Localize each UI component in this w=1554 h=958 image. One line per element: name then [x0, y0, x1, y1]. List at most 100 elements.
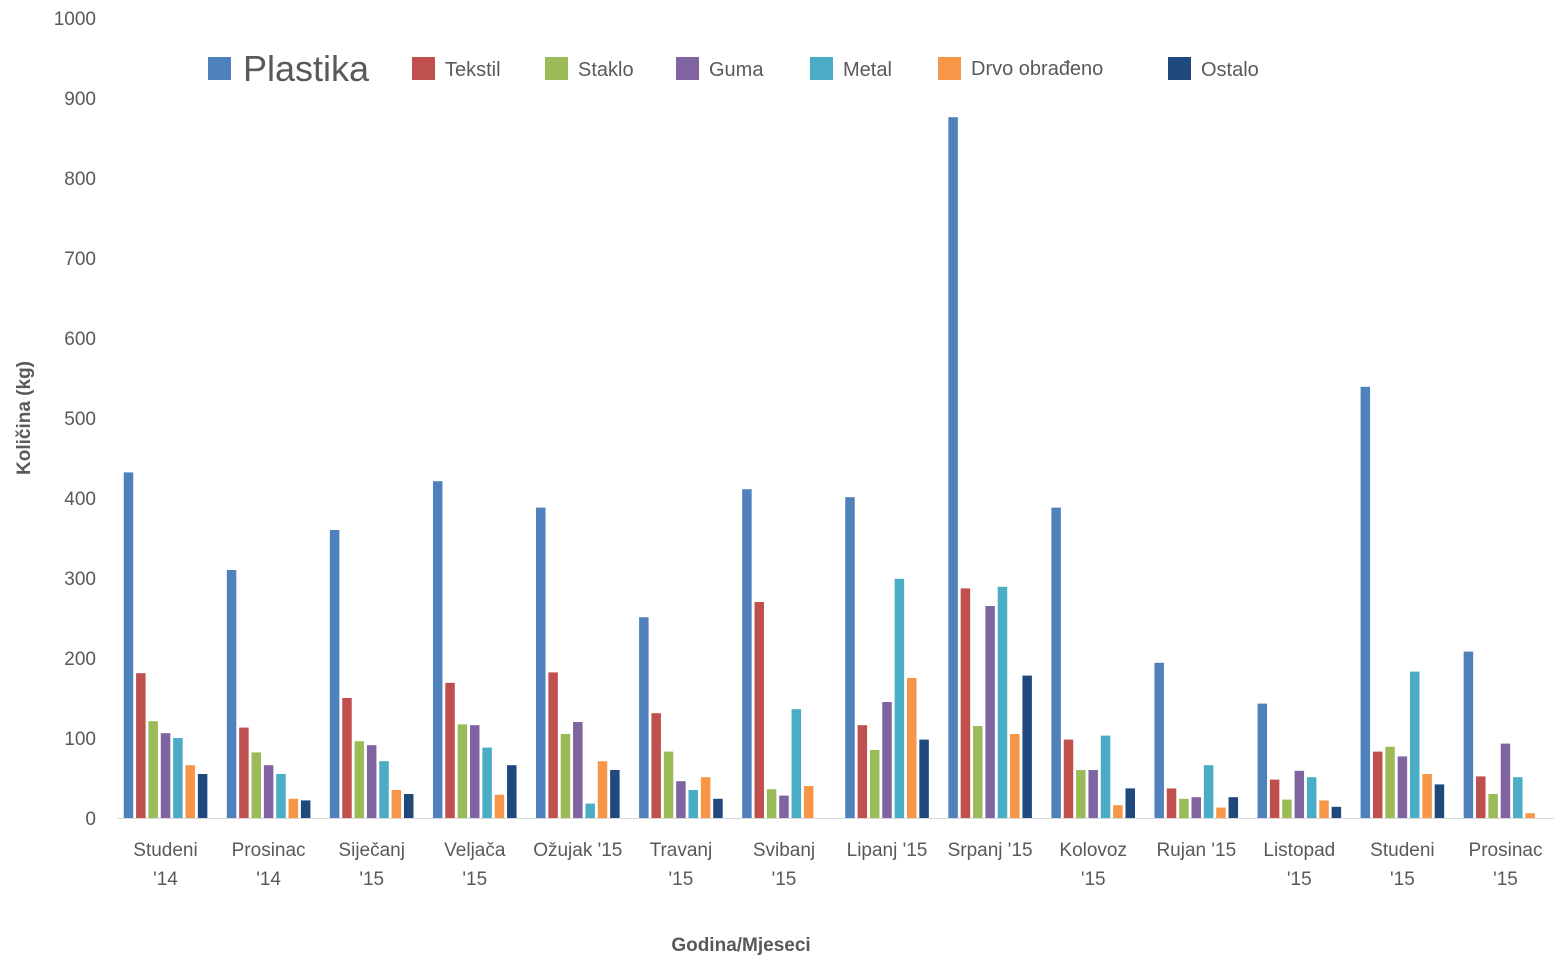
bar	[713, 798, 723, 818]
bar	[1179, 798, 1189, 818]
x-tick-label: Travanj	[650, 840, 713, 861]
y-tick-label: 900	[64, 89, 96, 110]
bar	[1125, 788, 1135, 818]
legend: Plastika Tekstil Staklo Guma Metal Drvo obrađ…	[208, 48, 1259, 89]
y-tick-label: 200	[64, 649, 96, 670]
bar	[1076, 770, 1086, 818]
bar	[663, 751, 674, 818]
bar	[391, 790, 402, 818]
bars	[123, 117, 1535, 818]
bar	[882, 702, 892, 818]
bar	[985, 606, 995, 818]
bar	[597, 761, 608, 818]
bar	[973, 726, 983, 818]
x-tick-label: Srpanj '15	[948, 840, 1033, 861]
bar	[197, 774, 208, 818]
bar	[742, 489, 752, 818]
bar	[123, 472, 134, 818]
bar	[354, 741, 365, 818]
x-tick-label: Siječanj	[338, 840, 405, 861]
y-axis-title: Količina (kg)	[14, 361, 35, 475]
bar	[239, 727, 249, 818]
bar	[754, 602, 765, 818]
bar	[1397, 756, 1408, 818]
bar	[403, 794, 414, 818]
x-tick-label: Veljača	[444, 840, 506, 861]
legend-label: Ostalo	[1201, 59, 1259, 81]
bar	[869, 750, 880, 818]
x-axis-title: Godina/Mjeseci	[671, 935, 810, 956]
y-tick-label: 100	[64, 729, 96, 750]
bar	[676, 781, 686, 818]
legend-label: Staklo	[578, 59, 634, 81]
bar	[1282, 799, 1292, 818]
y-axis-ticks: 0 100 200 300 400 500 600 700 800 900 1000	[54, 9, 96, 830]
bar	[1216, 807, 1226, 818]
bar	[548, 672, 558, 818]
bar	[366, 745, 377, 818]
bar	[160, 733, 171, 818]
legend-label: Guma	[709, 59, 764, 81]
bar	[379, 761, 389, 818]
bar	[766, 789, 777, 818]
bar	[1294, 770, 1305, 818]
y-tick-label: 700	[64, 249, 96, 270]
bar	[1088, 770, 1098, 818]
bar	[300, 800, 311, 818]
bar	[1434, 784, 1445, 818]
bar	[779, 795, 789, 818]
legend-label: Plastika	[243, 48, 370, 89]
x-tick-label: '15	[669, 869, 694, 890]
legend-label: Metal	[843, 59, 892, 81]
bar	[251, 752, 262, 818]
x-tick-label: Studeni	[1370, 840, 1434, 861]
bar	[700, 777, 711, 818]
y-tick-label: 0	[85, 809, 96, 830]
bar	[457, 724, 468, 818]
bar	[894, 578, 905, 818]
legend-swatch	[412, 57, 435, 80]
bar	[1488, 794, 1498, 818]
bar	[1476, 776, 1486, 818]
y-tick-label: 600	[64, 329, 96, 350]
y-tick-label: 500	[64, 409, 96, 430]
bar	[276, 774, 286, 818]
legend-label: Tekstil	[445, 59, 501, 81]
bar	[1500, 743, 1511, 818]
bar	[1269, 779, 1280, 818]
bar	[1022, 675, 1032, 818]
bar	[1191, 797, 1201, 818]
bar	[342, 698, 352, 818]
bar	[173, 738, 183, 818]
bar	[1372, 751, 1383, 818]
bar	[1063, 739, 1074, 818]
bar	[857, 725, 868, 818]
bar	[845, 497, 855, 818]
bar	[639, 617, 649, 818]
bar	[288, 798, 299, 818]
bar	[688, 790, 698, 818]
bar	[1525, 813, 1535, 818]
bar	[1513, 777, 1523, 818]
x-tick-label: Prosinac	[232, 840, 306, 861]
x-tick-label: '14	[153, 869, 178, 890]
bar	[803, 786, 814, 818]
x-tick-label: Rujan '15	[1156, 840, 1236, 861]
bar	[1331, 806, 1342, 818]
bar	[470, 725, 480, 818]
bar	[507, 765, 517, 818]
x-tick-label: Kolovoz	[1059, 840, 1127, 861]
bar	[1319, 800, 1329, 818]
bar	[919, 739, 929, 818]
y-tick-label: 1000	[54, 9, 96, 30]
legend-swatch	[810, 57, 833, 80]
bar	[560, 734, 571, 818]
bar	[1385, 746, 1395, 818]
legend-swatch	[208, 57, 231, 80]
bar	[1409, 671, 1420, 818]
legend-swatch	[545, 57, 568, 80]
bar	[1113, 805, 1123, 818]
bar	[1257, 703, 1268, 818]
x-tick-label: Ožujak '15	[533, 840, 622, 861]
